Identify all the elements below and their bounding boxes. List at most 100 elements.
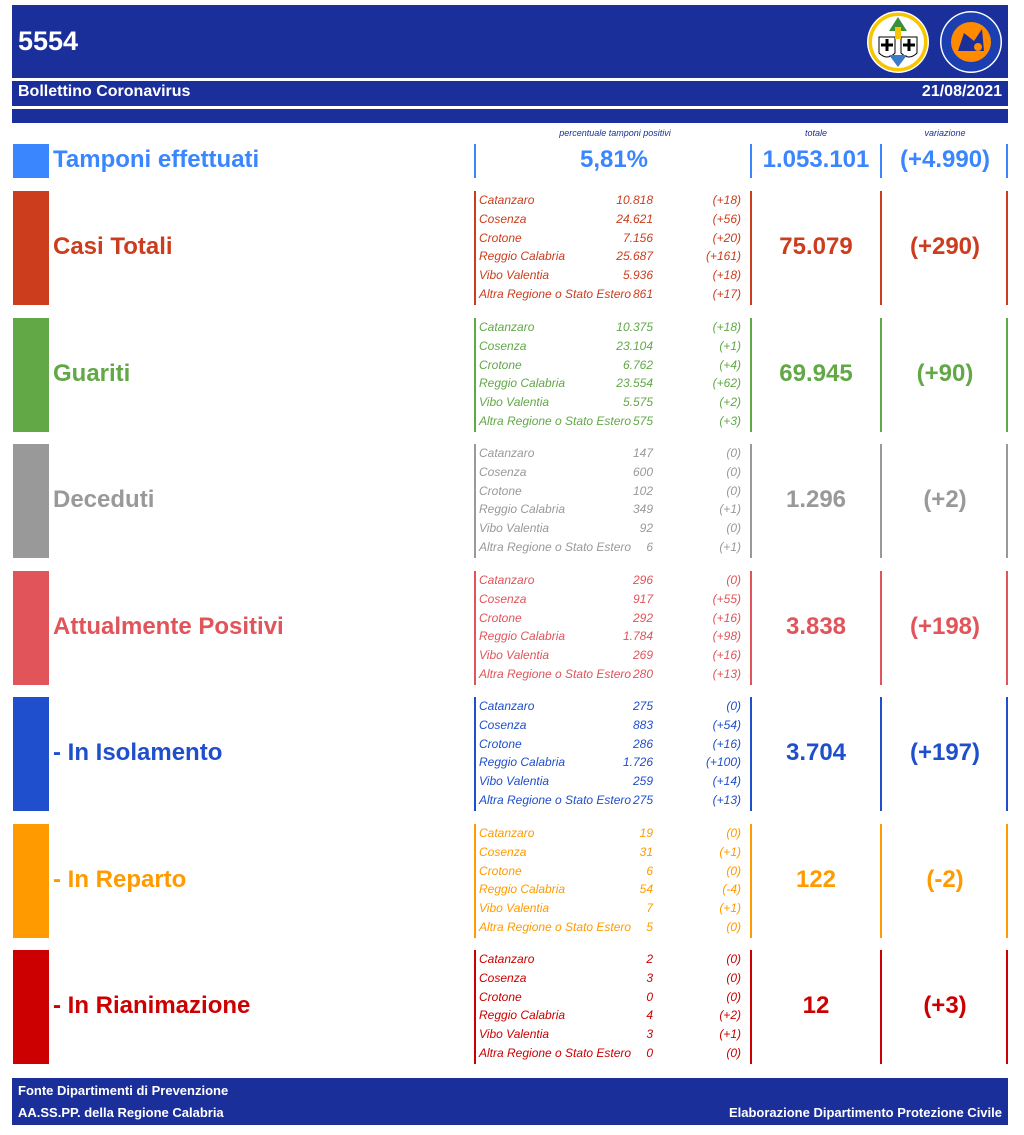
province-delta: (+14) [712, 774, 741, 789]
province-delta: (+18) [712, 268, 741, 283]
province-name: Vibo Valentia [479, 395, 550, 410]
province-row: Cosenza 883 (+54) [479, 718, 749, 737]
province-value: 5.936 [622, 268, 653, 283]
tamponi-label: Tamponi effettuati [53, 146, 260, 173]
province-value: 19 [639, 826, 653, 840]
isolamento-divider-4 [1006, 697, 1008, 811]
province-delta: (+18) [712, 320, 741, 334]
province-row: Vibo Valentia 5.575 (+2) [479, 395, 749, 414]
guariti-divider-2 [750, 318, 752, 432]
reparto-divider-3 [880, 824, 882, 938]
province-value: 31 [639, 844, 653, 859]
province-delta: (+4) [719, 357, 741, 372]
protezione-civile-logo [940, 11, 1002, 73]
province-value: 4 [646, 1008, 653, 1023]
tamponi-divider-1 [474, 144, 476, 178]
province-value: 280 [632, 666, 653, 681]
province-row: Reggio Calabria 23.554 (+62) [479, 376, 749, 395]
section-rianimazione: - In Rianimazione Catanzaro 2 (0) Cosenza 3 (0… [12, 950, 1008, 1064]
province-delta: (+1) [719, 844, 741, 859]
province-value: 23.554 [616, 376, 653, 391]
province-row: Catanzaro 147 (0) [479, 446, 749, 465]
province-row: Reggio Calabria 349 (+1) [479, 502, 749, 521]
province-name: Vibo Valentia [479, 774, 550, 789]
rianimazione-label: - In Rianimazione [53, 992, 251, 1019]
isolamento-divider-3 [880, 697, 882, 811]
province-delta: (+54) [712, 717, 741, 732]
province-delta: (0) [726, 464, 741, 479]
bulletin-title: Bollettino Coronavirus [18, 83, 191, 100]
province-row: Cosenza 23.104 (+1) [479, 339, 749, 358]
province-delta: (0) [726, 863, 741, 878]
province-name: Reggio Calabria [479, 755, 566, 770]
province-row: Reggio Calabria 4 (+2) [479, 1008, 749, 1027]
deceduti-color-bar [13, 444, 49, 558]
isolamento-divider-1 [474, 697, 476, 811]
deceduti-variation: (+2) [923, 486, 967, 513]
province-value: 6.762 [622, 357, 653, 372]
province-row: Vibo Valentia 3 (+1) [479, 1027, 749, 1046]
province-delta: (+17) [712, 286, 741, 301]
province-row: Crotone 102 (0) [479, 484, 749, 503]
province-delta: (+3) [719, 413, 741, 428]
tamponi-divider-2 [750, 144, 752, 178]
deceduti-divider-4 [1006, 444, 1008, 558]
guariti-label: Guariti [53, 360, 131, 387]
province-delta: (+16) [712, 648, 741, 663]
rianimazione-divider-2 [750, 950, 752, 1064]
province-delta: (0) [726, 446, 741, 460]
footer-banner: Fonte Dipartimenti di Prevenzione AA.SS.… [12, 1078, 1008, 1125]
isolamento-divider-2 [750, 697, 752, 811]
rianimazione-color-bar [13, 950, 49, 1064]
province-name: Crotone [479, 989, 522, 1004]
attualmente-divider-1 [474, 571, 476, 685]
province-row: Altra Regione o Stato Estero 861 (+17) [479, 287, 749, 306]
province-name: Altra Regione o Stato Estero [479, 792, 632, 807]
province-row: Cosenza 917 (+55) [479, 592, 749, 611]
province-value: 575 [632, 413, 653, 428]
province-row: Crotone 286 (+16) [479, 737, 749, 756]
province-value: 600 [632, 464, 653, 479]
province-row: Altra Regione o Stato Estero 275 (+13) [479, 793, 749, 812]
province-name: Cosenza [479, 464, 527, 479]
reparto-variation: (-2) [926, 866, 964, 893]
footer-credit: Elaborazione Dipartimento Protezione Civ… [728, 1105, 1002, 1120]
tamponi-pct: 5,81% [579, 146, 649, 173]
province-delta: (0) [726, 483, 741, 498]
deceduti-total: 1.296 [785, 486, 847, 513]
province-value: 25.687 [616, 249, 653, 264]
deceduti-label: Deceduti [53, 486, 155, 513]
province-name: Vibo Valentia [479, 268, 550, 283]
rianimazione-province-list: Catanzaro 2 (0) Cosenza 3 (0) Crotone 0 (0) Reggi… [479, 952, 749, 1065]
province-value: 147 [632, 446, 653, 460]
province-name: Catanzaro [479, 699, 535, 713]
province-delta: (+1) [719, 1027, 741, 1042]
guariti-divider-4 [1006, 318, 1008, 432]
header-banner: 5554 Bollettino Coronavirus 21/08/2021 [12, 5, 1008, 123]
tamponi-total: 1.053.101 [762, 146, 870, 173]
province-row: Crotone 0 (0) [479, 990, 749, 1009]
attualmente-color-bar [13, 571, 49, 685]
bulletin-code: 5554 [18, 26, 79, 56]
footer-source-line2: AA.SS.PP. della Regione Calabria [18, 1105, 224, 1120]
province-value: 1.726 [622, 755, 653, 770]
guariti-divider-1 [474, 318, 476, 432]
province-name: Crotone [479, 863, 522, 878]
province-name: Catanzaro [479, 826, 535, 840]
province-value: 7.156 [622, 230, 653, 245]
section-attualmente: Attualmente Positivi Catanzaro 296 (0) Cosen… [12, 571, 1008, 685]
deceduti-divider-1 [474, 444, 476, 558]
province-value: 3 [646, 970, 653, 985]
section-isolamento: - In Isolamento Catanzaro 275 (0) Cosenza 883… [12, 697, 1008, 811]
province-delta: (-4) [722, 882, 741, 897]
province-delta: (0) [726, 970, 741, 985]
province-name: Altra Regione o Stato Estero [479, 1045, 632, 1060]
casi-label: Casi Totali [53, 233, 173, 260]
province-row: Vibo Valentia 7 (+1) [479, 901, 749, 920]
guariti-divider-3 [880, 318, 882, 432]
attualmente-divider-4 [1006, 571, 1008, 685]
province-value: 6 [646, 539, 653, 554]
province-name: Cosenza [479, 844, 527, 859]
reparto-divider-2 [750, 824, 752, 938]
province-name: Crotone [479, 483, 522, 498]
